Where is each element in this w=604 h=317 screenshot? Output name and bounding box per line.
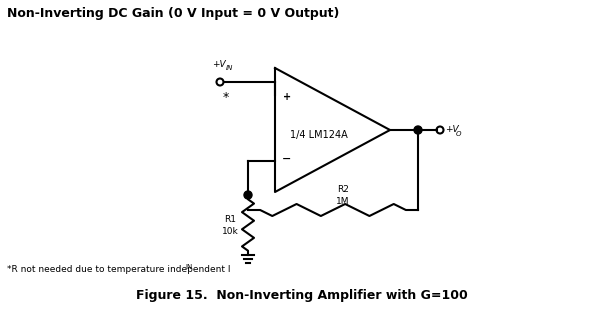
Text: +: + [283,92,291,102]
Text: IN: IN [185,264,192,270]
Text: *: * [223,92,229,105]
Circle shape [244,191,252,199]
Text: +V: +V [212,60,226,69]
Text: Non-Inverting DC Gain (0 V Input = 0 V Output): Non-Inverting DC Gain (0 V Input = 0 V O… [7,7,339,20]
Text: O: O [456,131,461,137]
Text: +V: +V [445,126,458,134]
Text: R2: R2 [337,185,349,195]
Text: Figure 15.  Non-Inverting Amplifier with G=100: Figure 15. Non-Inverting Amplifier with … [136,289,468,302]
Text: −: − [282,154,292,164]
Text: IN: IN [226,65,234,71]
Text: *R not needed due to temperature independent I: *R not needed due to temperature indepen… [7,266,231,275]
Text: 10k: 10k [222,227,239,236]
Text: 1/4 LM124A: 1/4 LM124A [291,130,348,140]
Circle shape [414,126,422,134]
Text: R1: R1 [224,215,236,223]
Text: 1M: 1M [336,197,350,205]
